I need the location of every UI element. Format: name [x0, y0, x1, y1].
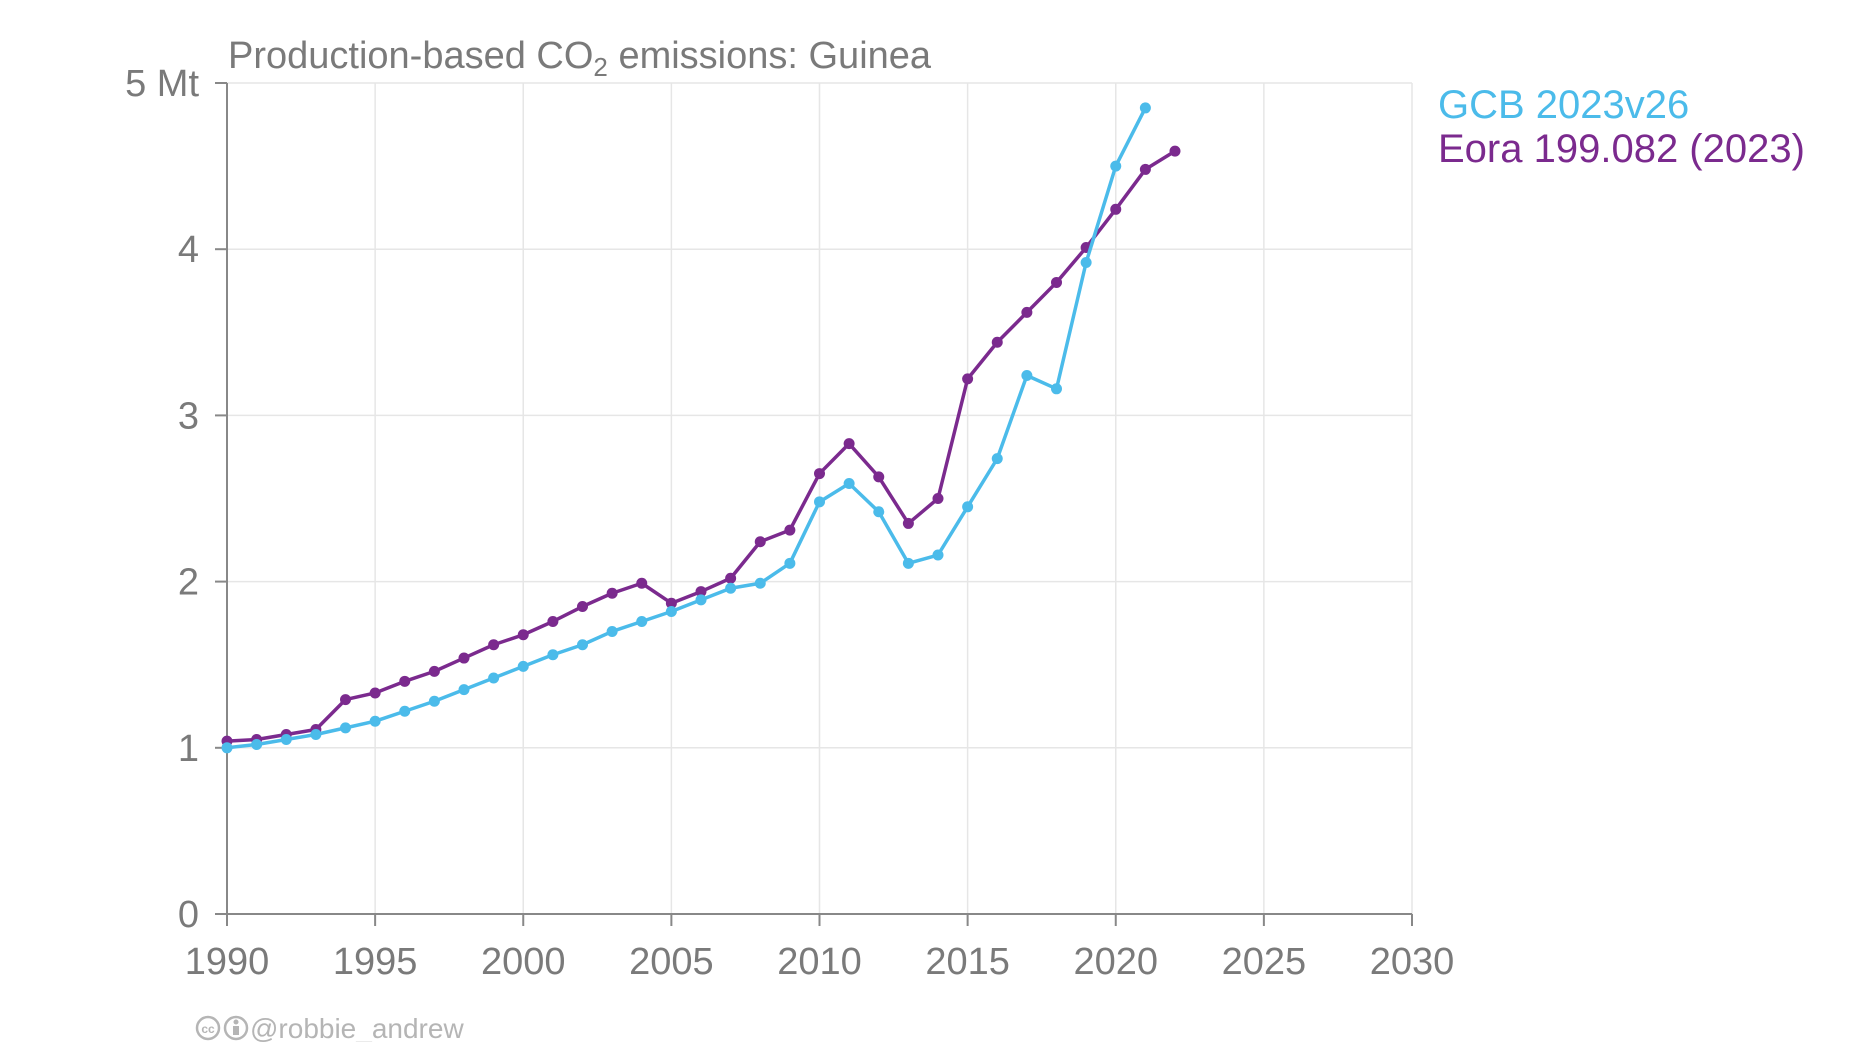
y-tick-label-0: 0 — [178, 894, 199, 936]
svg-text:cc: cc — [201, 1022, 215, 1036]
data-point-gcb-2023v26-1998 — [458, 684, 470, 696]
data-point-eora-199-082-2023-2022 — [1169, 145, 1181, 157]
data-point-eora-199-082-2023-2003 — [606, 587, 618, 599]
data-point-gcb-2023v26-2003 — [606, 625, 618, 637]
data-point-gcb-2023v26-2012 — [873, 506, 885, 518]
data-point-gcb-2023v26-2017 — [1021, 370, 1033, 382]
data-point-eora-199-082-2023-2018 — [1051, 276, 1062, 288]
data-point-eora-199-082-2023-1997 — [428, 665, 440, 677]
data-point-gcb-2023v26-2015 — [962, 501, 974, 513]
y-tick-label-2: 2 — [178, 562, 199, 604]
data-point-gcb-2023v26-1999 — [488, 672, 500, 684]
data-point-gcb-2023v26-1994 — [340, 722, 351, 734]
data-point-eora-199-082-2023-2016 — [991, 336, 1003, 348]
data-point-eora-199-082-2023-2005 — [665, 597, 677, 609]
data-point-gcb-2023v26-1993 — [310, 729, 322, 741]
x-tick-label-2030: 2030 — [1370, 941, 1455, 983]
x-tick-label-1990: 1990 — [185, 941, 270, 983]
data-point-gcb-2023v26-2001 — [547, 649, 559, 661]
data-point-eora-199-082-2023-2012 — [873, 471, 885, 483]
cc-icon: cc — [195, 1015, 221, 1041]
x-tick-label-2025: 2025 — [1222, 941, 1307, 983]
data-point-eora-199-082-2023-2017 — [1021, 306, 1033, 318]
data-point-gcb-2023v26-2013 — [902, 557, 914, 569]
data-point-gcb-2023v26-2020 — [1110, 160, 1122, 172]
data-point-eora-199-082-2023-2006 — [695, 586, 707, 598]
data-point-eora-199-082-2023-2021 — [1139, 163, 1151, 175]
data-point-eora-199-082-2023-1994 — [340, 694, 351, 706]
data-point-eora-199-082-2023-2008 — [754, 536, 766, 548]
data-point-gcb-2023v26-2008 — [754, 577, 766, 589]
data-point-eora-199-082-2023-1998 — [458, 652, 470, 664]
chart-title: Production-based CO2 emissions: Guinea — [228, 35, 932, 82]
series-line-eora-199-082-2023 — [225, 149, 1177, 743]
series-line-gcb-2023v26 — [225, 106, 1148, 750]
attribution-icon — [223, 1015, 249, 1041]
data-point-eora-199-082-2023-2009 — [784, 524, 796, 536]
data-point-gcb-2023v26-1992 — [280, 733, 292, 745]
data-point-eora-199-082-2023-2015 — [962, 373, 974, 385]
data-point-eora-199-082-2023-1999 — [488, 639, 500, 651]
data-point-eora-199-082-2023-2013 — [902, 517, 914, 529]
series-gcb-2023v26 — [221, 102, 1151, 754]
data-point-gcb-2023v26-2007 — [725, 582, 737, 594]
data-point-gcb-2023v26-1990 — [221, 742, 233, 754]
x-tick-label-2015: 2015 — [925, 941, 1010, 983]
data-point-gcb-2023v26-1997 — [428, 695, 440, 707]
data-point-eora-199-082-2023-2000 — [517, 629, 529, 641]
credit-text: @robbie_andrew — [250, 1013, 464, 1042]
data-point-gcb-2023v26-2006 — [695, 594, 707, 606]
data-point-gcb-2023v26-2010 — [814, 496, 825, 508]
data-point-gcb-2023v26-2011 — [843, 478, 855, 490]
x-tick-label-2020: 2020 — [1073, 941, 1158, 983]
axes — [215, 82, 1413, 926]
data-point-gcb-2023v26-1996 — [399, 705, 411, 717]
data-point-eora-199-082-2023-2011 — [843, 438, 855, 450]
data-point-gcb-2023v26-2016 — [991, 453, 1003, 465]
data-point-eora-199-082-2023-2004 — [636, 577, 648, 589]
data-point-gcb-2023v26-1991 — [251, 738, 263, 750]
credit: cc @robbie_andrew — [195, 1013, 464, 1042]
data-point-eora-199-082-2023-1995 — [369, 687, 381, 699]
series — [221, 102, 1181, 754]
data-point-gcb-2023v26-2014 — [932, 549, 944, 561]
y-tick-label-4: 4 — [178, 229, 199, 271]
data-point-eora-199-082-2023-2002 — [577, 601, 588, 613]
data-point-gcb-2023v26-1995 — [369, 715, 381, 727]
x-tick-label-2000: 2000 — [481, 941, 566, 983]
y-tick-label-1: 1 — [178, 728, 199, 770]
data-point-eora-199-082-2023-1996 — [399, 675, 411, 687]
y-tick-label-3: 3 — [178, 395, 199, 437]
y-tick-label-5: 5 Mt — [125, 63, 199, 105]
data-point-gcb-2023v26-2004 — [636, 615, 648, 627]
data-point-gcb-2023v26-2021 — [1139, 102, 1151, 114]
gridlines — [227, 82, 1413, 914]
data-point-gcb-2023v26-2000 — [517, 660, 529, 672]
data-point-eora-199-082-2023-2020 — [1110, 203, 1122, 215]
series-eora-199-082-2023 — [221, 145, 1181, 747]
tick-labels: 0 1 2 3 4 5 Mt 1990 1995 2000 2005 2010 2015 2020 202… — [125, 63, 1454, 983]
data-point-eora-199-082-2023-2010 — [814, 468, 825, 480]
data-point-gcb-2023v26-2005 — [665, 606, 677, 618]
data-point-gcb-2023v26-2009 — [784, 557, 796, 569]
data-point-eora-199-082-2023-2007 — [725, 572, 737, 584]
data-point-eora-199-082-2023-2001 — [547, 615, 559, 627]
data-point-gcb-2023v26-2019 — [1080, 256, 1092, 268]
data-point-gcb-2023v26-2002 — [577, 639, 588, 651]
x-tick-label-2005: 2005 — [629, 941, 714, 983]
data-point-eora-199-082-2023-2014 — [932, 493, 944, 504]
legend-entry-gcb-2023v26: GCB 2023v26 — [1438, 83, 1689, 127]
legend-entry-eora-199-082-2023: Eora 199.082 (2023) — [1438, 127, 1805, 171]
data-point-gcb-2023v26-2018 — [1051, 383, 1062, 395]
x-tick-label-1995: 1995 — [333, 941, 418, 983]
x-tick-label-2010: 2010 — [777, 941, 862, 983]
